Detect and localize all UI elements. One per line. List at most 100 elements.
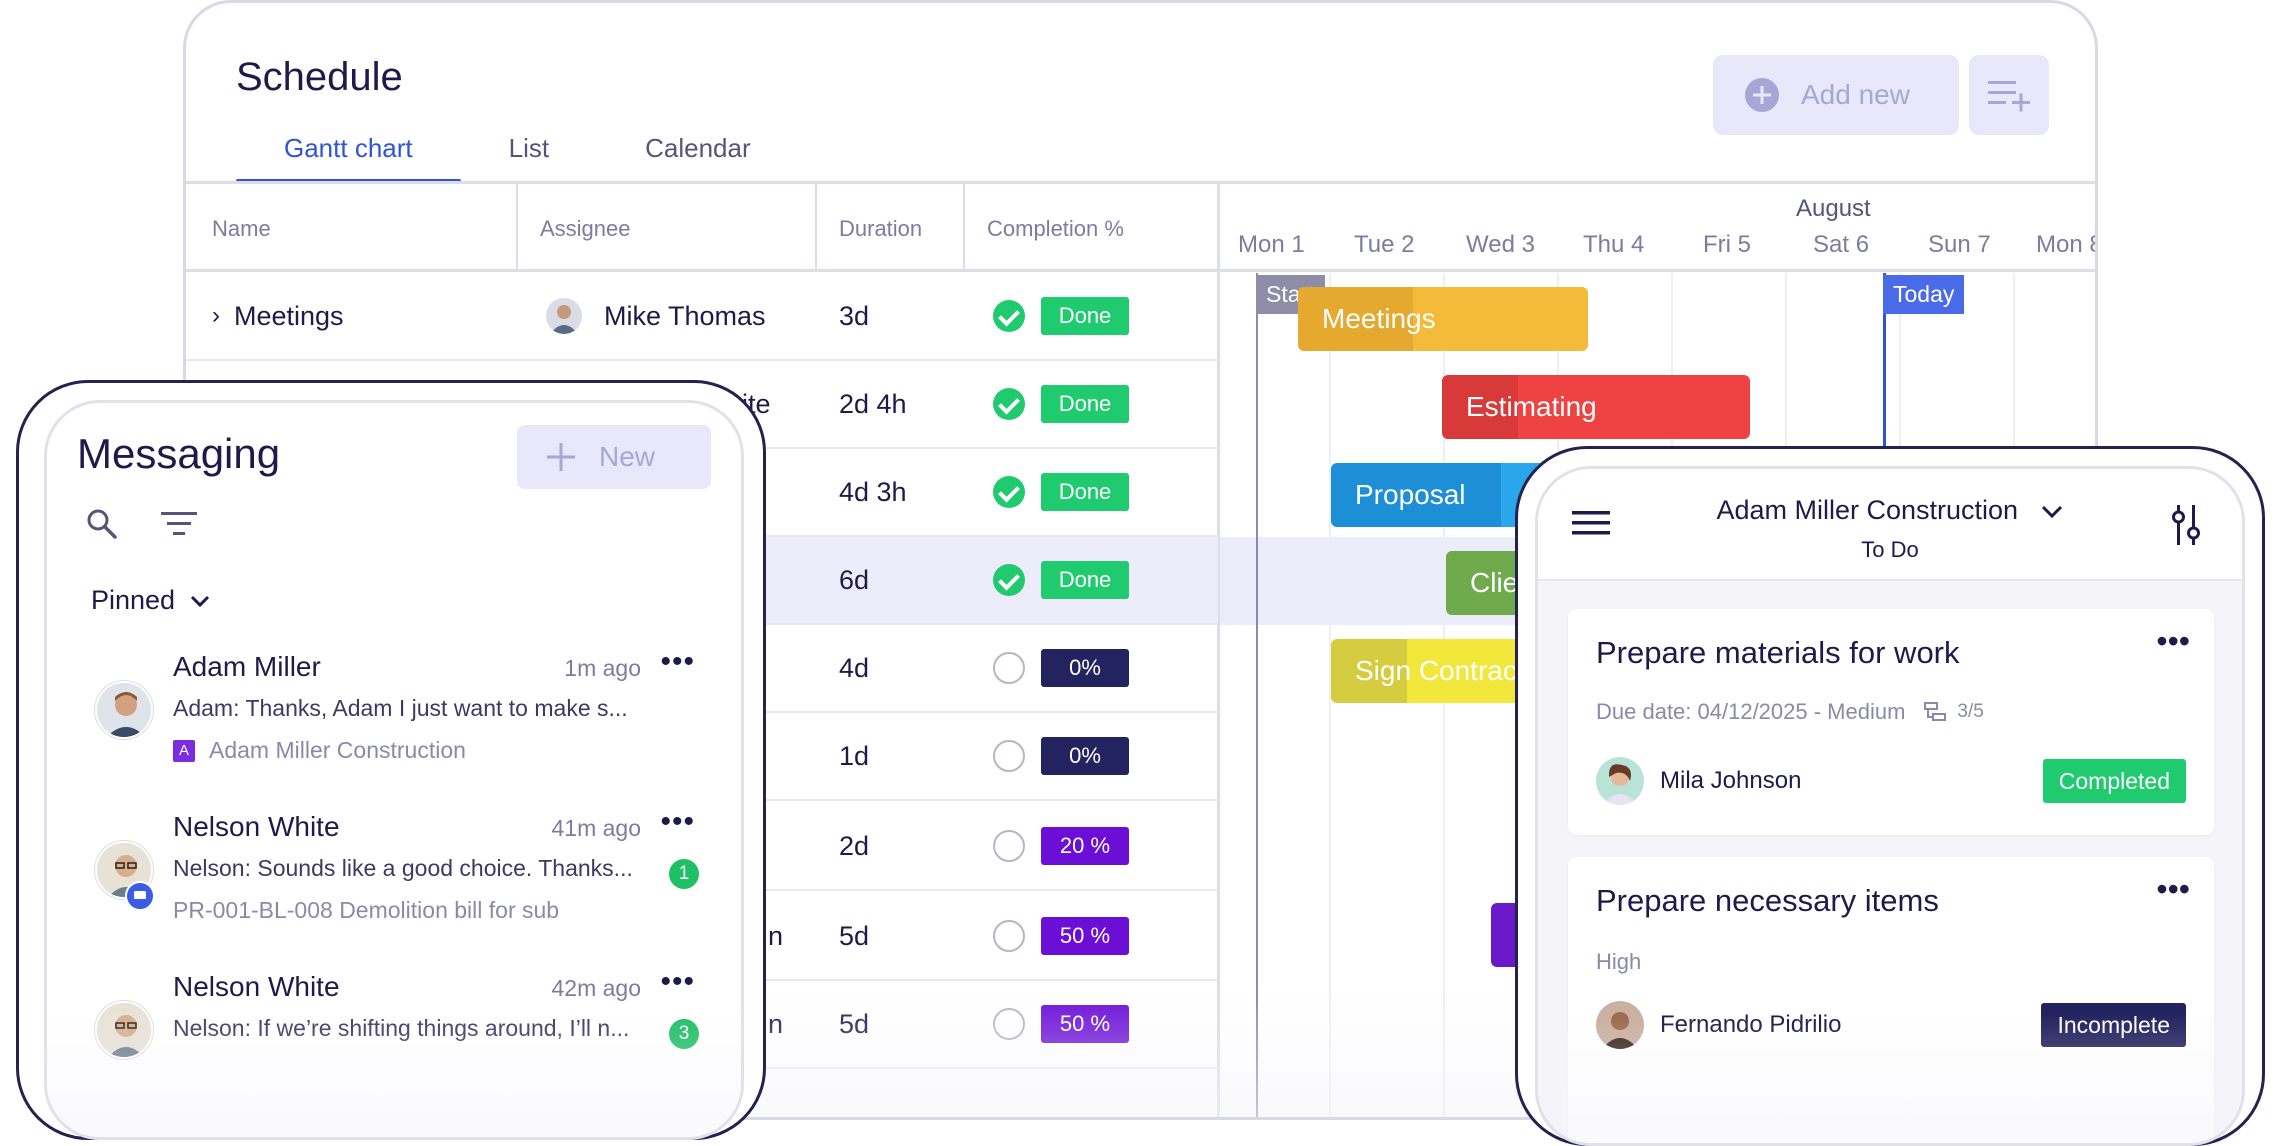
more-options-icon[interactable]: ••• [2156,623,2190,659]
more-options-icon[interactable]: ••• [660,645,695,678]
list-item[interactable]: Nelson White 42m ago ••• Nelson: If we’r… [47,963,741,1123]
task-meta: High [1596,949,1642,974]
gantt-day: Mon 1 [1238,231,1305,258]
empty-circle-icon[interactable] [993,740,1025,772]
new-label: New [599,441,656,472]
avatar [1596,757,1644,805]
message-preview: Nelson: Sounds like a good choice. Thank… [173,855,633,881]
task-card[interactable]: Prepare materials for work ••• Due date:… [1568,609,2214,835]
check-circle-icon[interactable] [993,476,1025,508]
status-badge: Done [1041,561,1129,599]
column-divider [516,183,518,271]
check-circle-icon[interactable] [993,564,1025,596]
gantt-day: Wed 3 [1466,231,1535,258]
project-name: PR-001-BL-008 Demolition bill for sub [173,897,560,923]
status-badge: 50 % [1041,1005,1129,1043]
column-header-duration[interactable]: Duration [839,216,923,241]
task-card[interactable]: Prepare necessary items ••• High Fernand… [1568,857,2214,1143]
column-header-assignee[interactable]: Assignee [540,216,631,241]
check-circle-icon[interactable] [993,388,1025,420]
new-message-button[interactable]: New [517,425,711,489]
pinned-section-toggle[interactable]: Pinned [91,585,211,616]
duration-value: 2d [839,830,870,861]
duration-value: 4d 3h [839,476,907,507]
tasks-header: Adam Miller Construction To Do [1538,469,2242,581]
unread-count-badge: 1 [669,859,699,889]
chevron-right-icon[interactable]: › [212,302,220,329]
status-badge: 50 % [1041,917,1129,955]
messaging-panel: Messaging New Pinned Adam Miller 1m ago … [44,400,744,1140]
message-preview: Nelson: If we’re shifting things around,… [173,1015,630,1041]
assignee-name: Fernando Pidrilio [1660,1011,1842,1038]
sender-name: Nelson White [173,811,340,842]
gantt-day: Thu 4 [1583,231,1645,258]
gantt-day: Tue 2 [1354,231,1415,258]
search-icon[interactable] [85,507,119,541]
chevron-down-icon [2041,505,2062,518]
more-options-icon[interactable]: ••• [660,965,695,998]
table-row[interactable]: › Meetings Mike Thomas 3d Done [186,273,1218,361]
task-title: Prepare materials for work [1596,635,1960,670]
page-title: Schedule [236,55,403,99]
column-header-completion[interactable]: Completion % [987,216,1124,241]
view-tabs: Gantt chart List Calendar [236,133,799,183]
tab-calendar[interactable]: Calendar [645,133,751,163]
assignee-name: Mila Johnson [1660,767,1802,794]
gantt-day: Sat 6 [1813,231,1870,258]
project-letter-icon: A [173,739,195,762]
status-badge: Incomplete [2041,1003,2186,1047]
header-bottom-divider [186,269,2095,272]
empty-circle-icon[interactable] [993,652,1025,684]
duration-value: 1d [839,740,870,771]
hamburger-menu-icon[interactable] [1572,509,1610,537]
today-flag: Today [1883,275,1965,314]
task-name: Meetings [234,300,344,331]
more-options-icon[interactable]: ••• [660,805,695,838]
message-time: 42m ago [551,975,641,1001]
header-top-divider [186,181,2095,184]
more-options-icon[interactable]: ••• [2156,871,2190,907]
view-name: To Do [1861,537,1919,562]
gantt-month: August [1796,195,1871,222]
empty-circle-icon[interactable] [993,1008,1025,1040]
list-item[interactable]: Nelson White 41m ago ••• Nelson: Sounds … [47,803,741,963]
add-new-button[interactable]: Add new [1713,55,1959,135]
sliders-icon[interactable] [2170,503,2202,547]
project-selector[interactable]: Adam Miller Construction [1538,495,2242,526]
subtask-count: 3/5 [1957,701,1984,722]
table-row[interactable]: 1d 0% [186,713,1218,801]
avatar [95,1001,153,1059]
column-header-name[interactable]: Name [212,216,271,241]
add-list-button[interactable] [1969,55,2049,135]
gantt-day: Mon 8 [2036,231,2098,258]
unread-count-badge: 3 [669,1019,699,1049]
duration-value: 4d [839,652,870,683]
gantt-day: Sun 7 [1928,231,1991,258]
start-line [1256,273,1258,1117]
empty-circle-icon[interactable] [993,830,1025,862]
add-new-label: Add new [1801,79,1910,110]
gantt-day: Fri 5 [1703,231,1751,258]
project-name: Adam Miller Construction [209,737,466,763]
status-badge: 0% [1041,737,1129,775]
gantt-bar-estimating[interactable]: Estimating [1442,375,1750,439]
empty-circle-icon[interactable] [993,920,1025,952]
tab-gantt-chart[interactable]: Gantt chart [236,133,461,183]
check-circle-icon[interactable] [993,300,1025,332]
grid-gantt-divider [1217,183,1220,1117]
assignee-name: n [768,1008,784,1039]
status-badge: 0% [1041,649,1129,687]
messaging-title: Messaging [77,430,281,477]
list-item[interactable]: Adam Miller 1m ago ••• Adam: Thanks, Ada… [47,643,741,803]
task-meta: Due date: 04/12/2025 - Medium [1596,699,1906,724]
gantt-bar-meetings[interactable]: Meetings [1298,287,1588,351]
filter-icon[interactable] [159,509,199,539]
tab-list[interactable]: List [508,133,550,163]
column-divider [963,183,965,271]
chevron-down-icon [191,595,210,607]
plus-circle-icon [1745,78,1779,112]
gantt-gridline [1329,273,1331,1117]
sender-name: Nelson White [173,971,340,1002]
avatar [95,681,153,739]
status-badge: Completed [2042,759,2186,803]
